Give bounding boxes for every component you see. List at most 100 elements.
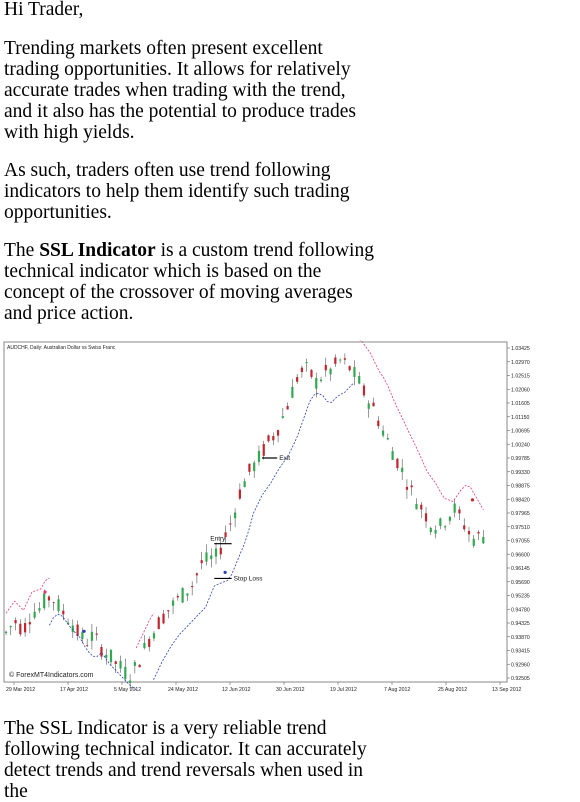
x-tick-label: 29 Mar 2012: [6, 687, 35, 693]
candle-body: [281, 416, 284, 418]
candle-body: [66, 622, 70, 625]
y-tick-label: 0.93870: [511, 635, 530, 641]
candle-body: [439, 518, 442, 526]
ssl-down-line: [135, 613, 154, 649]
candle-body: [138, 664, 141, 668]
y-tick-label: 1.03425: [511, 346, 530, 352]
x-tick-label: 17 Apr 2012: [60, 687, 88, 693]
y-tick-label: 0.99330: [511, 470, 530, 476]
candle-body: [367, 403, 370, 409]
x-tick-label: 5 May 2012: [114, 687, 141, 693]
candle-body: [477, 531, 480, 534]
candle-body: [310, 369, 313, 377]
candle-body: [372, 402, 375, 407]
annotation-label: Exit: [279, 455, 290, 462]
signal-dot: [470, 498, 475, 502]
signal-dot: [223, 570, 227, 574]
candle-body: [401, 467, 404, 473]
candle-body: [272, 436, 275, 441]
y-tick-label: 1.02060: [511, 387, 530, 393]
candle-body: [195, 573, 199, 576]
candle-body: [38, 608, 41, 611]
candle-body: [205, 552, 208, 562]
candle-body: [291, 386, 294, 398]
x-tick-label: 13 Sep 2012: [492, 687, 522, 693]
chart-title: AUDCHF, Daily: Australian Dollar vs Swis…: [7, 345, 116, 351]
paragraph-3-prefix: The: [4, 240, 40, 261]
x-tick-label: 30 Jun 2012: [276, 687, 305, 693]
candle-body: [396, 458, 399, 469]
candle-body: [262, 444, 265, 456]
candle-body: [200, 560, 203, 564]
x-tick-label: 19 Jul 2012: [330, 687, 357, 693]
candle-body: [133, 662, 136, 666]
signal-dot: [43, 590, 47, 594]
x-tick-label: 7 Aug 2012: [384, 687, 410, 693]
candle-body: [353, 367, 356, 377]
candle-body: [296, 377, 299, 382]
x-tick-label: 12 Jun 2012: [222, 687, 251, 693]
paragraph-1: Trending markets often present excellent…: [4, 38, 356, 143]
candle-body: [19, 623, 22, 635]
candle-body: [415, 503, 418, 510]
candle-body: [463, 525, 466, 530]
candle-body: [444, 526, 447, 528]
candle-body: [191, 586, 194, 588]
candle-body: [181, 587, 184, 603]
candles: [4, 353, 485, 690]
y-tick-label: 1.01150: [511, 415, 529, 421]
candle-body: [210, 555, 213, 560]
candle-body: [362, 385, 366, 396]
candle-body: [152, 633, 156, 639]
candle-body: [248, 463, 251, 472]
y-tick-label: 0.97055: [511, 539, 530, 545]
candle-body: [33, 611, 36, 618]
candle-body: [286, 406, 289, 410]
candle-body: [386, 438, 389, 440]
paragraph-3: The SSL Indicator is a custom trend foll…: [4, 240, 376, 324]
chart-watermark: © ForexMT4Indicators.com: [9, 671, 94, 679]
candle-body: [381, 430, 385, 436]
x-tick-label: 24 May 2012: [168, 687, 198, 693]
ssl-indicator-bold: SSL Indicator: [39, 240, 156, 261]
ssl-down-line: [5, 577, 50, 614]
y-tick-label: 1.02970: [511, 360, 530, 366]
candle-body: [343, 358, 346, 360]
signal-dot: [82, 629, 86, 633]
chart-image: AUDCHF, Daily: Australian Dollar vs Swis…: [0, 334, 580, 700]
annotation-label: Stop Loss: [234, 575, 264, 582]
candle-body: [14, 620, 17, 624]
plot-frame: [3, 341, 508, 683]
candle-body: [171, 600, 175, 606]
candle-body: [71, 625, 74, 633]
y-tick-label: 0.98875: [511, 484, 530, 490]
candle-body: [176, 595, 179, 598]
y-tick-label: 0.94780: [511, 607, 530, 613]
x-tick-label: 25 Aug 2012: [438, 687, 467, 693]
candle-body: [62, 610, 65, 615]
candle-body: [315, 377, 318, 389]
candle-body: [405, 486, 409, 490]
candle-body: [472, 538, 475, 546]
candle-body: [43, 593, 46, 609]
candle-body: [86, 645, 89, 647]
candle-body: [95, 633, 98, 635]
candle-body: [224, 532, 227, 538]
candle-body: [358, 376, 361, 384]
candle-body: [119, 660, 122, 669]
candle-body: [238, 489, 241, 499]
candle-body: [319, 379, 323, 382]
candle-body: [453, 503, 456, 513]
candle-body: [124, 666, 127, 679]
candle-body: [28, 622, 31, 625]
ssl-lines: [5, 334, 484, 691]
candle-body: [458, 509, 461, 514]
y-tick-label: 0.93415: [511, 649, 530, 655]
y-tick-label: 0.96600: [511, 552, 530, 558]
candle-body: [229, 523, 232, 525]
y-tick-label: 1.00695: [511, 429, 530, 435]
y-tick-label: 1.01605: [511, 401, 530, 407]
candle-body: [329, 368, 332, 375]
candle-body: [100, 646, 103, 657]
candle-body: [434, 529, 437, 534]
